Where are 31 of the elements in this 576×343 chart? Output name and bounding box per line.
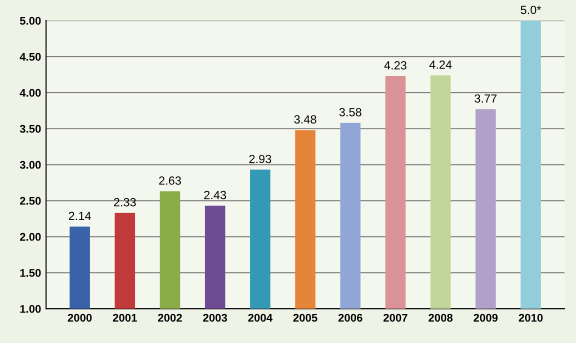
data-label: 2.14 (68, 212, 91, 220)
data-label: 4.23 (384, 61, 406, 70)
y-tick-label: 2.00 (20, 232, 41, 241)
y-tick-label: 5.00 (20, 16, 41, 25)
data-label: 3.48 (294, 115, 316, 124)
x-tick-label: 2007 (384, 314, 408, 322)
data-label: 4.24 (429, 60, 452, 69)
x-tick-label: 2006 (338, 314, 362, 322)
x-tick-label: 2008 (428, 314, 453, 322)
data-label: 2.93 (249, 154, 272, 164)
x-tick-label: 2000 (68, 314, 92, 322)
y-tick-label: 1.00 (20, 304, 41, 313)
data-label: 2.43 (204, 190, 226, 200)
x-tick-label: 2010 (518, 314, 543, 322)
x-tick-label: 2002 (158, 314, 182, 322)
data-label: 3.58 (339, 108, 362, 116)
y-tick-label: 3.00 (20, 160, 41, 169)
x-tick-label: 2009 (474, 314, 498, 322)
x-tick-label: 2001 (112, 314, 137, 322)
x-tick-label: 2003 (203, 314, 228, 322)
y-tick-label: 2.50 (20, 196, 41, 205)
data-label: 5.0* (520, 6, 542, 14)
x-tick-label: 2005 (293, 314, 318, 322)
y-tick-label: 4.50 (20, 52, 41, 61)
y-tick-label: 1.50 (20, 268, 41, 277)
x-tick-label: 2004 (248, 314, 272, 322)
data-label: 2.33 (114, 198, 136, 206)
data-label: 3.77 (474, 94, 497, 103)
data-label: 2.63 (159, 176, 181, 185)
y-tick-label: 4.00 (20, 88, 41, 97)
y-tick-label: 3.50 (20, 124, 41, 133)
